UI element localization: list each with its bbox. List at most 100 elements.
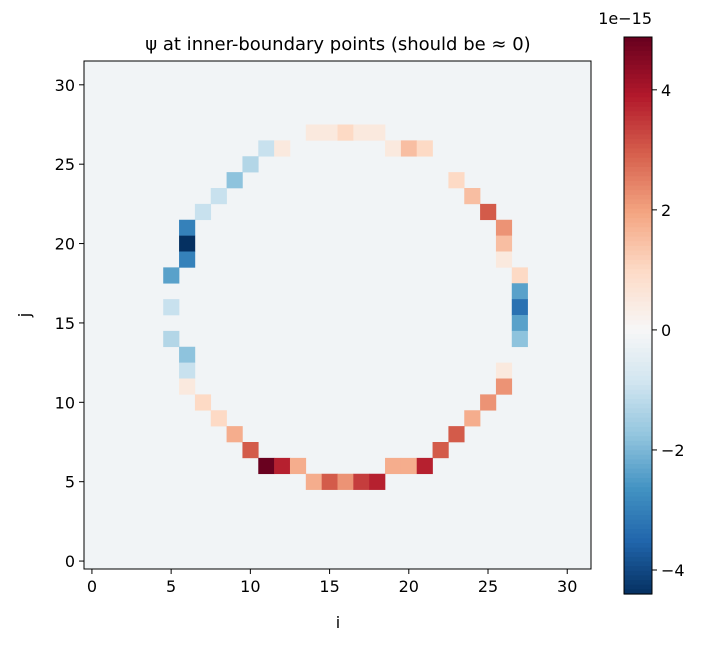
heatmap-cell [179, 219, 196, 236]
x-axis-label: i [336, 613, 340, 632]
colorbar-segment [624, 501, 652, 507]
colorbar-segment [624, 422, 652, 428]
colorbar-segment [624, 542, 652, 549]
heatmap-cell [337, 473, 354, 490]
colorbar-segment [624, 334, 652, 340]
colorbar-segment [624, 227, 652, 233]
heatmap-cell [337, 124, 354, 141]
colorbar-segment [624, 403, 652, 409]
heatmap-cell [400, 140, 418, 157]
colorbar-segment [624, 352, 652, 358]
colorbar-segment [624, 505, 652, 512]
y-tick-label: 20 [55, 235, 75, 254]
heatmap-cell [464, 188, 481, 205]
colorbar-segment [624, 496, 652, 502]
colorbar-segment [624, 134, 652, 140]
colorbar-segment [624, 157, 652, 163]
colorbar-segment [624, 320, 652, 326]
heatmap-cell [226, 172, 243, 189]
colorbar-segment [624, 329, 652, 335]
colorbar-segment [624, 273, 652, 279]
heatmap-cell [400, 457, 418, 475]
colorbar-segment [624, 97, 652, 103]
colorbar-segment [624, 166, 652, 173]
heatmap-cell [495, 251, 513, 268]
colorbar-segment [624, 74, 652, 80]
colorbar-segment [624, 301, 652, 307]
colorbar-segment [624, 385, 652, 391]
colorbar-segment [624, 278, 652, 284]
colorbar-segment [624, 143, 652, 149]
colorbar-segment [624, 148, 652, 154]
colorbar-segment [624, 194, 652, 201]
colorbar-tick-label: 2 [661, 201, 671, 220]
colorbar-segment [624, 310, 652, 317]
colorbar-segment [624, 296, 652, 303]
heatmap-cell [369, 473, 386, 490]
colorbar-segment [624, 361, 652, 368]
heatmap-cell [448, 426, 465, 443]
heatmap-cell [464, 410, 481, 427]
heatmap-cell [416, 457, 433, 475]
colorbar-segment [624, 487, 652, 493]
heatmap-cell [369, 124, 386, 141]
y-tick-label: 15 [55, 314, 75, 333]
heatmap-plot [84, 61, 591, 569]
heatmap-cell [511, 330, 528, 348]
colorbar-segment [624, 380, 652, 386]
heatmap-cell [432, 442, 449, 459]
heatmap-cell [480, 394, 497, 411]
colorbar-segment [624, 208, 652, 214]
colorbar-tick-label: 0 [661, 321, 671, 340]
colorbar-segment [624, 547, 652, 553]
colorbar-segment [624, 37, 652, 43]
colorbar-segment [624, 106, 652, 112]
colorbar-segment [624, 524, 652, 530]
colorbar-segment [624, 129, 652, 136]
heatmap-cell [179, 378, 196, 395]
colorbar-segment [624, 50, 652, 57]
colorbar-segment [624, 515, 652, 521]
colorbar-segment [624, 431, 652, 437]
colorbar-segment [624, 459, 652, 465]
heatmap-cell [210, 188, 227, 205]
colorbar-segment [624, 357, 652, 363]
colorbar-segment [624, 324, 652, 331]
heatmap-cell [511, 267, 528, 284]
colorbar-frame [623, 36, 653, 595]
colorbar-segment [624, 366, 652, 372]
colorbar-segment [624, 306, 652, 312]
x-tick-label: 30 [557, 577, 577, 596]
colorbar-segment [624, 64, 652, 71]
colorbar-segment [624, 60, 652, 66]
colorbar-segment [624, 426, 652, 433]
colorbar-segment [624, 255, 652, 261]
heatmap-cell [179, 235, 196, 252]
heatmap-cell [321, 124, 338, 141]
heatmap-cell [274, 457, 291, 475]
colorbar-segment [624, 375, 652, 382]
colorbar-segment [624, 162, 652, 168]
colorbar-tick-label: 4 [661, 81, 671, 100]
y-axis: 0 5 10 15 20 25 30 [55, 76, 84, 571]
chart-title: ψ at inner-boundary points (should be ≈ … [145, 34, 530, 55]
colorbar-segment [624, 153, 652, 159]
colorbar-segment [624, 292, 652, 298]
x-tick-label: 0 [87, 577, 97, 596]
colorbar-segment [624, 589, 652, 595]
heatmap-cell [179, 362, 196, 379]
colorbar-segment [624, 41, 652, 47]
colorbar-segment [624, 570, 652, 577]
heatmap-cell [163, 330, 180, 348]
colorbar-segment [624, 204, 652, 210]
plot-frame [83, 60, 592, 570]
colorbar-segment [624, 218, 652, 224]
heatmap-cell [353, 473, 370, 490]
colorbar-segment [624, 241, 652, 247]
colorbar-segment [624, 176, 652, 182]
heatmap-cell [448, 172, 465, 189]
heatmap-cell [305, 473, 322, 490]
colorbar-segment [624, 139, 652, 145]
colorbar-segment [624, 88, 652, 94]
colorbar-segment [624, 180, 652, 187]
